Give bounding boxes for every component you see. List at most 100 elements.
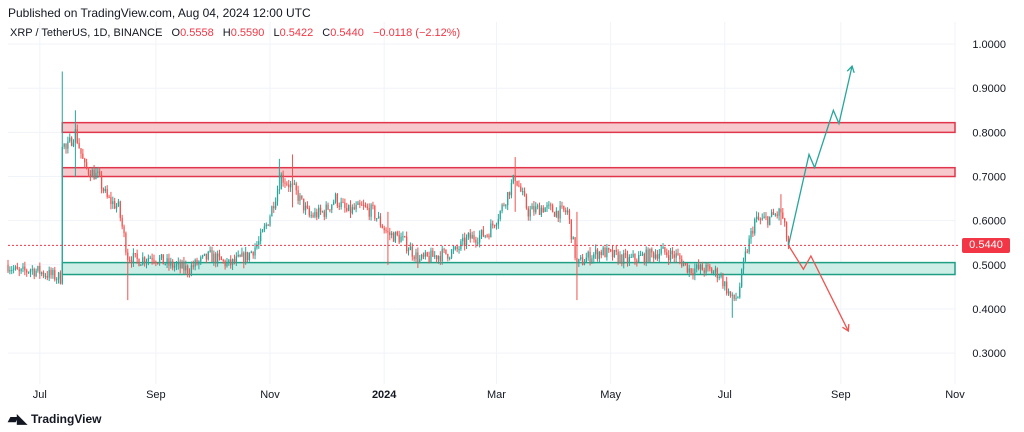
candle-body	[531, 206, 533, 210]
candle-body	[170, 261, 172, 266]
candle-body	[580, 257, 582, 259]
candle-body	[29, 270, 32, 273]
candle-body	[557, 210, 559, 219]
candle-body	[323, 211, 325, 217]
candle-body	[402, 236, 404, 238]
candle-body	[669, 250, 672, 261]
candle-body	[602, 247, 604, 255]
candle-body	[677, 253, 679, 256]
candle-body	[641, 253, 644, 256]
candle-body	[121, 217, 123, 227]
candle-body	[153, 259, 155, 262]
candle-body	[235, 256, 237, 263]
candle-body	[484, 235, 486, 237]
candle-body	[570, 219, 572, 240]
candle-body	[505, 205, 507, 207]
candle-body	[604, 247, 606, 258]
candle-body	[759, 219, 762, 221]
candle-body	[31, 269, 33, 271]
candle-body	[733, 294, 735, 299]
candle-body	[761, 218, 763, 220]
candle-body	[705, 264, 707, 273]
candle-body	[316, 211, 318, 218]
candle-body	[72, 142, 75, 146]
candle-body	[286, 183, 288, 185]
candle-body	[291, 183, 294, 185]
candle-body	[245, 251, 247, 264]
candle-body	[409, 246, 412, 251]
candle-body	[85, 162, 88, 169]
candle-body	[653, 252, 655, 259]
brand-name: TradingView	[31, 412, 102, 426]
candle-body	[273, 206, 275, 209]
candle-body	[718, 276, 720, 279]
candle-body	[417, 252, 419, 263]
projection-arrows	[787, 64, 855, 333]
candle-body	[11, 270, 13, 272]
candle-body	[379, 216, 382, 226]
candle-body	[37, 266, 39, 271]
x-tick-label: Nov	[945, 389, 965, 401]
projection-up-arrowhead	[846, 64, 855, 74]
y-tick-label: 0.9000	[972, 83, 1006, 95]
candle-body	[301, 195, 303, 199]
candle-body	[226, 262, 228, 267]
candle-body	[346, 207, 348, 211]
candle-body	[740, 269, 743, 287]
candle-body	[576, 257, 578, 263]
candle-body	[697, 264, 700, 270]
candle-body	[413, 256, 415, 260]
candle-body	[490, 223, 492, 238]
candle-body	[190, 265, 193, 274]
candle-body	[42, 272, 45, 276]
last-price-tag: 0.5440	[962, 237, 1010, 253]
candle-body	[407, 250, 410, 252]
candle-body	[544, 207, 546, 212]
candle-body	[639, 255, 642, 257]
candle-body	[735, 297, 737, 299]
candle-body	[16, 266, 19, 270]
candle-body	[550, 204, 552, 206]
candle-body	[467, 233, 470, 238]
candle-body	[172, 261, 174, 268]
candle-body	[475, 239, 477, 243]
symbol-legend: XRP / TetherUS, 1D, BINANCE O0.5558 H0.5…	[10, 27, 460, 39]
candle-body	[561, 205, 563, 207]
candle-body	[338, 205, 340, 207]
candle-body	[89, 173, 92, 178]
candle-body	[694, 268, 696, 276]
candle-body	[434, 255, 436, 257]
candle-body	[303, 198, 305, 211]
candle-body	[188, 273, 191, 275]
candle-body	[726, 281, 728, 294]
candle-body	[162, 254, 164, 265]
candle-body	[638, 255, 640, 262]
candle-body	[568, 210, 571, 220]
candle-body	[207, 251, 209, 260]
candle-body	[198, 261, 200, 265]
candle-body	[692, 273, 694, 276]
candle-body	[636, 260, 638, 262]
candle-body	[78, 142, 80, 149]
candle-body	[76, 129, 78, 143]
tradingview-brand[interactable]: ▰◣ TradingView	[8, 411, 101, 427]
candle-body	[787, 238, 790, 246]
candle-body	[211, 250, 213, 262]
candle-body	[353, 207, 355, 210]
candle-body	[351, 207, 354, 214]
candle-body	[288, 184, 290, 188]
candle-body	[563, 205, 565, 211]
candle-body	[314, 211, 316, 217]
candle-body	[503, 204, 505, 206]
candle-body	[239, 254, 241, 257]
candle-body	[385, 230, 387, 232]
x-axis: Jul Sep Nov 2024 Mar May Jul Sep Nov	[33, 389, 965, 401]
candle-body	[155, 261, 157, 263]
candle-body	[752, 230, 754, 234]
candle-body	[331, 204, 333, 210]
candle-body	[254, 247, 256, 256]
open-value: 0.5558	[180, 27, 214, 39]
candle-body	[623, 253, 625, 265]
candle-body	[495, 224, 498, 227]
